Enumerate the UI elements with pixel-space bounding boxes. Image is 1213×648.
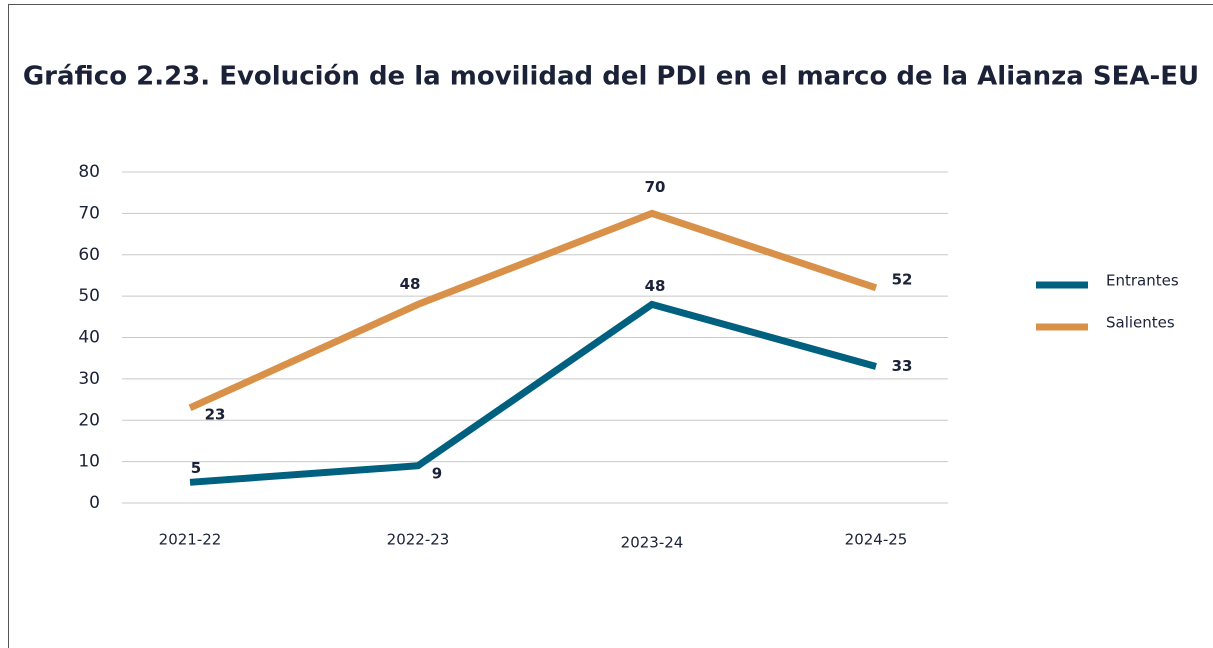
- y-tick-label: 10: [78, 452, 100, 472]
- data-label: 23: [205, 405, 226, 423]
- y-tick-label: 20: [78, 410, 100, 430]
- x-tick-label: 2023-24: [621, 534, 684, 552]
- y-tick-label: 30: [78, 369, 100, 389]
- x-tick-label: 2022-23: [387, 531, 450, 549]
- y-tick-label: 80: [78, 162, 100, 182]
- legend-label: Salientes: [1106, 314, 1175, 332]
- data-label: 9: [432, 464, 442, 482]
- x-tick-label: 2024-25: [845, 531, 908, 549]
- y-tick-label: 60: [78, 245, 100, 265]
- chart-title: Gráfico 2.23. Evolución de la movilidad …: [23, 62, 1199, 92]
- y-tick-label: 0: [89, 493, 100, 513]
- legend-label: Entrantes: [1106, 272, 1179, 290]
- x-tick-label: 2021-22: [159, 531, 222, 549]
- data-label: 70: [645, 178, 666, 196]
- y-tick-label: 70: [78, 203, 100, 223]
- data-label: 5: [191, 459, 201, 477]
- data-label: 52: [892, 270, 913, 288]
- y-tick-label: 40: [78, 328, 100, 348]
- series-line: [188, 209, 878, 412]
- data-label: 48: [400, 275, 421, 293]
- data-label: 33: [892, 357, 913, 375]
- data-label: 48: [645, 277, 666, 295]
- series-line: [189, 300, 877, 486]
- frame: [8, 4, 1213, 648]
- y-tick-label: 50: [78, 286, 100, 306]
